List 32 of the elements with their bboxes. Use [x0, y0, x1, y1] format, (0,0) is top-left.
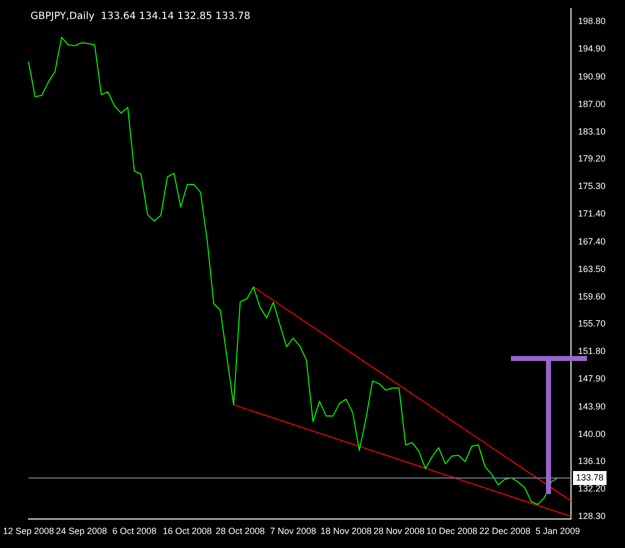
ref-line-label: 133.78: [576, 472, 604, 482]
y-tick-label: 151.80: [578, 346, 606, 356]
y-tick-label: 155.70: [578, 318, 606, 329]
y-tick-label: 183.10: [578, 126, 606, 136]
x-tick-label: 24 Sep 2008: [56, 526, 107, 536]
x-tick-label: 6 Oct 2008: [112, 526, 156, 536]
y-tick-label: 128.30: [578, 510, 606, 521]
y-tick-label: 167.40: [578, 236, 606, 247]
y-tick-label: 159.60: [578, 291, 606, 302]
x-tick-label: 7 Nov 2008: [270, 526, 316, 536]
x-tick-label: 12 Sep 2008: [3, 526, 54, 536]
y-tick-label: 163.50: [578, 264, 606, 274]
x-tick-label: 16 Oct 2008: [162, 526, 212, 536]
y-tick-label: 190.90: [578, 72, 606, 82]
x-tick-label: 18 Nov 2008: [320, 526, 372, 536]
y-tick-label: 179.20: [578, 154, 606, 164]
y-tick-label: 132.20: [578, 484, 606, 494]
x-tick-label: 5 Jan 2009: [535, 526, 580, 536]
y-tick-label: 175.30: [578, 181, 606, 192]
y-tick-label: 171.40: [578, 208, 606, 218]
chart-title: GBPJPY,Daily 133.64 134.14 132.85 133.78: [30, 10, 250, 22]
y-tick-label: 187.00: [578, 99, 606, 110]
x-tick-label: 22 Dec 2008: [479, 526, 530, 536]
y-tick-label: 147.90: [578, 373, 606, 384]
x-tick-label: 10 Dec 2008: [426, 526, 478, 536]
y-tick-label: 198.80: [578, 16, 606, 26]
x-tick-label: 28 Nov 2008: [373, 526, 425, 536]
y-tick-label: 194.90: [578, 44, 606, 54]
y-tick-label: 136.10: [578, 456, 606, 466]
y-tick-label: 140.00: [578, 428, 606, 439]
y-tick-label: 143.90: [578, 401, 606, 412]
x-tick-label: 28 Oct 2008: [216, 526, 265, 536]
